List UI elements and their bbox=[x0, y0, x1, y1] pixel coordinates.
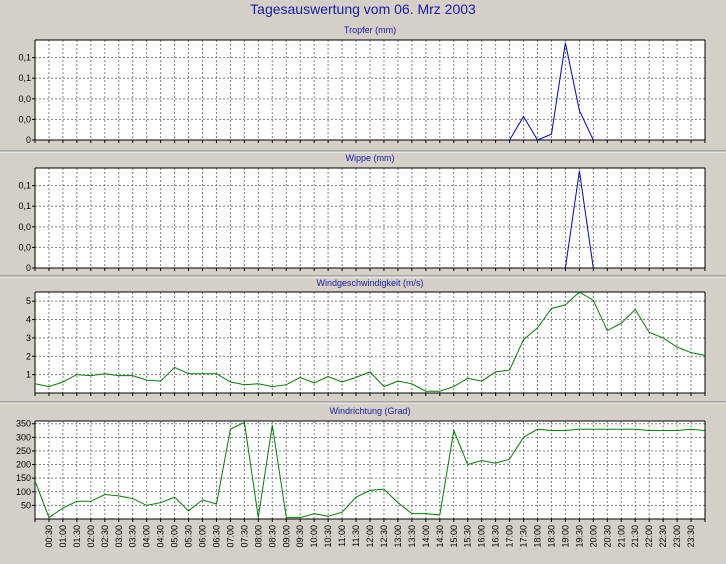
y-tick-label: 100 bbox=[16, 487, 31, 497]
y-tick-label: 0,0 bbox=[18, 242, 31, 252]
x-tick-label: 03:30 bbox=[128, 525, 138, 548]
x-tick-label: 00:30 bbox=[44, 525, 54, 548]
x-tick-label: 02:30 bbox=[100, 525, 110, 548]
y-tick-label: 0,1 bbox=[18, 53, 31, 63]
x-tick-label: 21:00 bbox=[616, 525, 626, 548]
x-tick-label: 12:00 bbox=[365, 525, 375, 548]
x-tick-label: 17:00 bbox=[505, 525, 515, 548]
y-tick-label: 5 bbox=[26, 296, 31, 306]
x-tick-label: 19:00 bbox=[560, 525, 570, 548]
x-tick-label: 03:00 bbox=[114, 525, 124, 548]
y-tick-label: 0 bbox=[26, 135, 31, 145]
y-tick-label: 200 bbox=[16, 460, 31, 470]
x-tick-label: 06:30 bbox=[211, 525, 221, 548]
x-tick-label: 04:00 bbox=[142, 525, 152, 548]
x-tick-label: 20:30 bbox=[602, 525, 612, 548]
x-tick-label: 22:30 bbox=[658, 525, 668, 548]
x-tick-label: 09:00 bbox=[281, 525, 291, 548]
x-tick-label: 06:00 bbox=[198, 525, 208, 548]
x-tick-label: 09:30 bbox=[295, 525, 305, 548]
y-tick-label: 0,1 bbox=[18, 201, 31, 211]
y-tick-label: 0,0 bbox=[18, 94, 31, 104]
y-tick-label: 150 bbox=[16, 473, 31, 483]
panel-title: Tropfer (mm) bbox=[344, 25, 396, 35]
x-tick-label: 02:00 bbox=[86, 525, 96, 548]
panel-title: Windrichtung (Grad) bbox=[329, 406, 410, 416]
x-tick-label: 07:30 bbox=[239, 525, 249, 548]
x-tick-label: 01:00 bbox=[58, 525, 68, 548]
x-tick-label: 15:30 bbox=[463, 525, 473, 548]
x-tick-label: 15:00 bbox=[449, 525, 459, 548]
y-tick-label: 250 bbox=[16, 446, 31, 456]
series-line bbox=[564, 170, 594, 269]
x-tick-label: 07:00 bbox=[225, 525, 235, 548]
y-tick-label: 1 bbox=[26, 370, 31, 380]
x-tick-label: 16:00 bbox=[477, 525, 487, 548]
x-tick-label: 11:00 bbox=[337, 525, 347, 547]
x-tick-label: 13:00 bbox=[393, 525, 403, 548]
y-tick-label: 2 bbox=[26, 351, 31, 361]
x-tick-label: 01:30 bbox=[72, 525, 82, 548]
x-tick-label: 08:00 bbox=[253, 525, 263, 548]
x-tick-label: 10:30 bbox=[323, 525, 333, 548]
x-tick-label: 13:30 bbox=[407, 525, 417, 548]
x-tick-label: 22:00 bbox=[644, 525, 654, 548]
x-tick-label: 18:30 bbox=[546, 525, 556, 548]
x-tick-label: 16:30 bbox=[491, 525, 501, 548]
x-tick-label: 10:00 bbox=[309, 525, 319, 548]
x-tick-label: 19:30 bbox=[574, 525, 584, 548]
y-tick-label: 0,1 bbox=[18, 181, 31, 191]
x-tick-label: 23:30 bbox=[686, 525, 696, 548]
y-tick-label: 4 bbox=[26, 315, 31, 325]
y-tick-label: 0 bbox=[26, 263, 31, 273]
x-tick-label: 17:30 bbox=[519, 525, 529, 548]
y-tick-label: 0,0 bbox=[18, 114, 31, 124]
series-line bbox=[509, 42, 594, 141]
y-tick-label: 3 bbox=[26, 333, 31, 343]
x-tick-label: 23:00 bbox=[672, 525, 682, 548]
y-tick-label: 300 bbox=[16, 432, 31, 442]
x-tick-label: 14:30 bbox=[435, 525, 445, 548]
series-line bbox=[34, 291, 706, 392]
x-tick-label: 05:30 bbox=[184, 525, 194, 548]
panel-title: Windgeschwindigkeit (m/s) bbox=[316, 278, 423, 288]
x-tick-label: 08:30 bbox=[267, 525, 277, 548]
series-line bbox=[34, 421, 706, 519]
page-title: Tagesauswertung vom 06. Mrz 2003 bbox=[250, 1, 476, 17]
x-tick-label: 20:00 bbox=[588, 525, 598, 548]
y-tick-label: 0,1 bbox=[18, 73, 31, 83]
x-tick-label: 12:30 bbox=[379, 525, 389, 548]
panel-title: Wippe (mm) bbox=[346, 153, 395, 163]
y-tick-label: 50 bbox=[21, 500, 31, 510]
x-tick-label: 18:00 bbox=[533, 525, 543, 548]
x-tick-label: 21:30 bbox=[630, 525, 640, 548]
y-tick-label: 350 bbox=[16, 419, 31, 429]
x-tick-label: 14:00 bbox=[421, 525, 431, 548]
x-tick-label: 04:30 bbox=[156, 525, 166, 548]
x-tick-label: 05:00 bbox=[170, 525, 180, 548]
y-tick-label: 0,0 bbox=[18, 222, 31, 232]
x-tick-label: 11:30 bbox=[351, 525, 361, 547]
